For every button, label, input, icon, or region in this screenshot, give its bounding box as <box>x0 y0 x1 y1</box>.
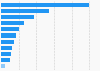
Bar <box>1 34 16 37</box>
Bar <box>1 40 14 44</box>
Bar <box>1 58 10 62</box>
Bar <box>1 27 19 31</box>
Bar <box>1 64 5 69</box>
Bar <box>1 9 50 13</box>
Bar <box>1 15 34 19</box>
Bar <box>1 46 12 50</box>
Bar <box>1 52 11 56</box>
Bar <box>1 21 24 25</box>
Bar <box>1 2 89 7</box>
